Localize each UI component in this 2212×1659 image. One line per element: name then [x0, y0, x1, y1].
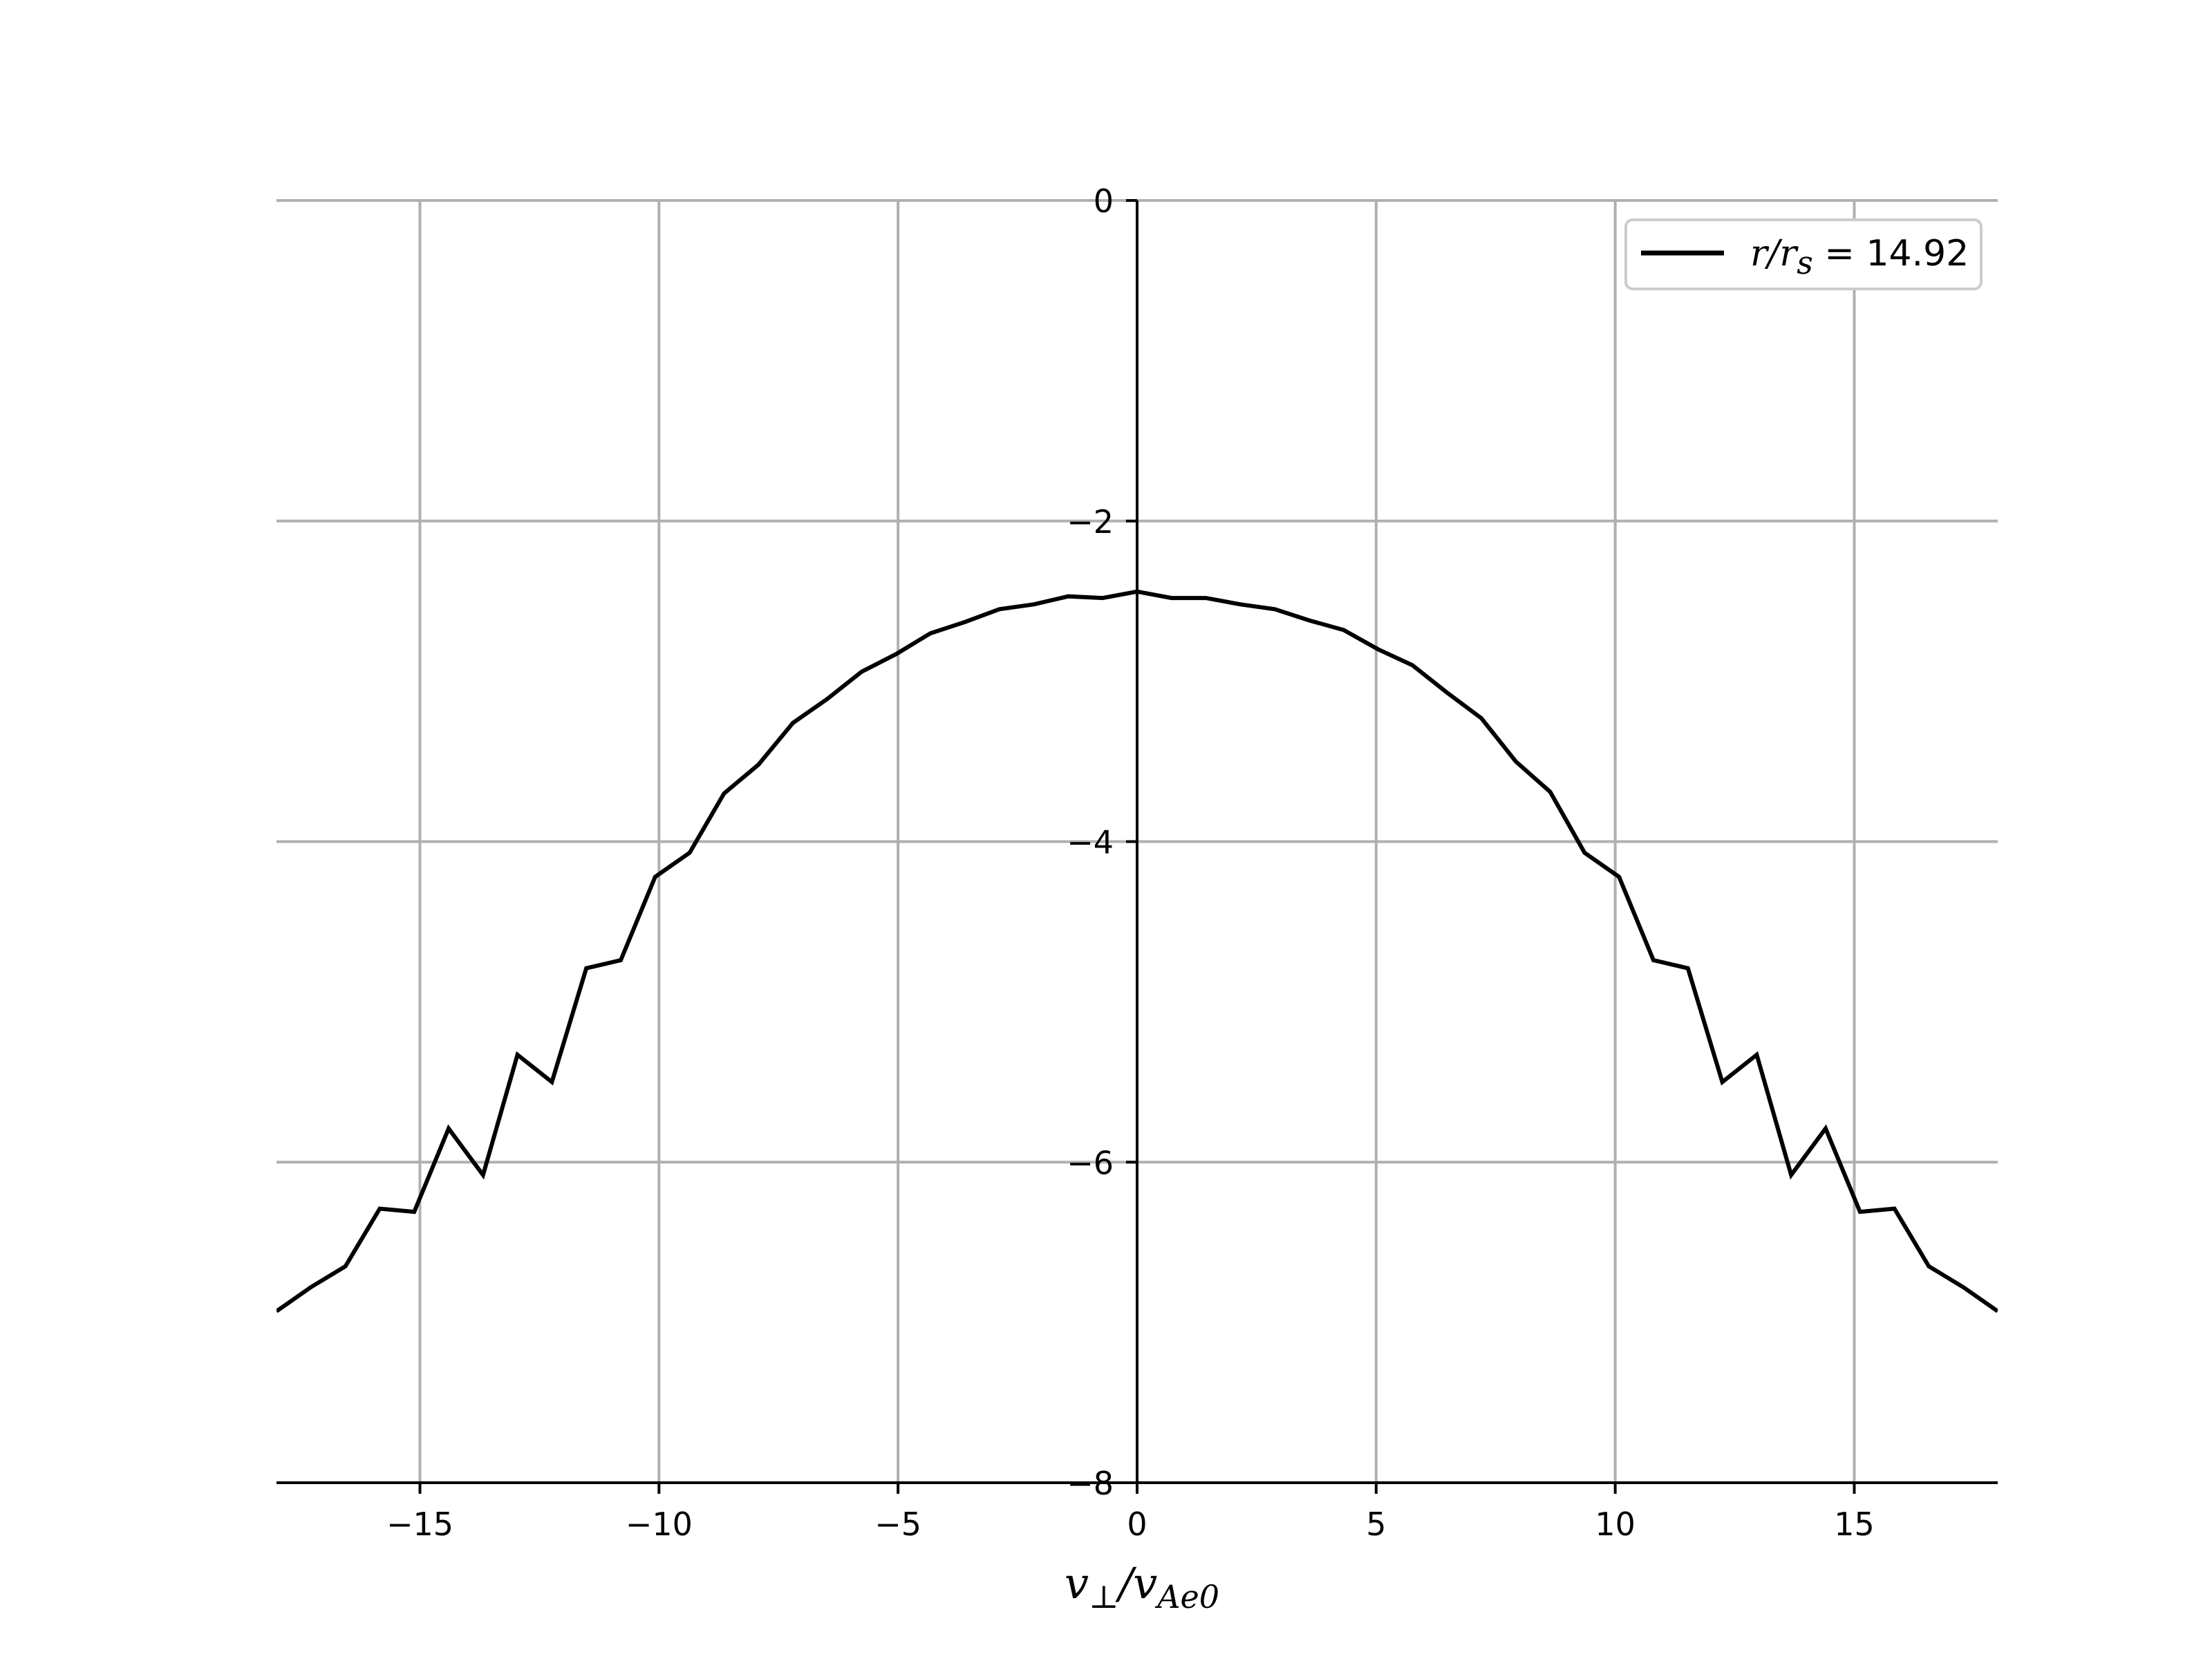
x-tick-label: −15	[386, 1506, 453, 1543]
y-tick-label: 0	[1094, 182, 1114, 220]
y-tick-label: −8	[1067, 1465, 1114, 1502]
x-tick-label: 10	[1595, 1506, 1635, 1543]
series-line	[276, 589, 1998, 1313]
series-layer	[276, 589, 1998, 1313]
legend: r/rs = 14.92	[1624, 218, 1983, 290]
x-tick-label: 5	[1366, 1506, 1386, 1543]
legend-label: r/rs = 14.92	[1750, 233, 1969, 281]
x-tick-label: −5	[874, 1506, 921, 1543]
x-axis-label: v⊥/vAe0	[1065, 1558, 1219, 1615]
y-tick-label: −4	[1067, 824, 1114, 861]
x-tick-label: 15	[1834, 1506, 1875, 1543]
x-tick-label: −10	[626, 1506, 693, 1543]
y-tick-label: −6	[1067, 1144, 1114, 1181]
tick-labels: −15 −10 −5 0 5 10 15 0 −2 −4 −6 −8	[386, 182, 1875, 1543]
legend-box	[1624, 218, 1983, 290]
x-tick-label: 0	[1127, 1506, 1147, 1543]
y-tick-label: −2	[1067, 503, 1114, 541]
axes	[276, 199, 1998, 1494]
